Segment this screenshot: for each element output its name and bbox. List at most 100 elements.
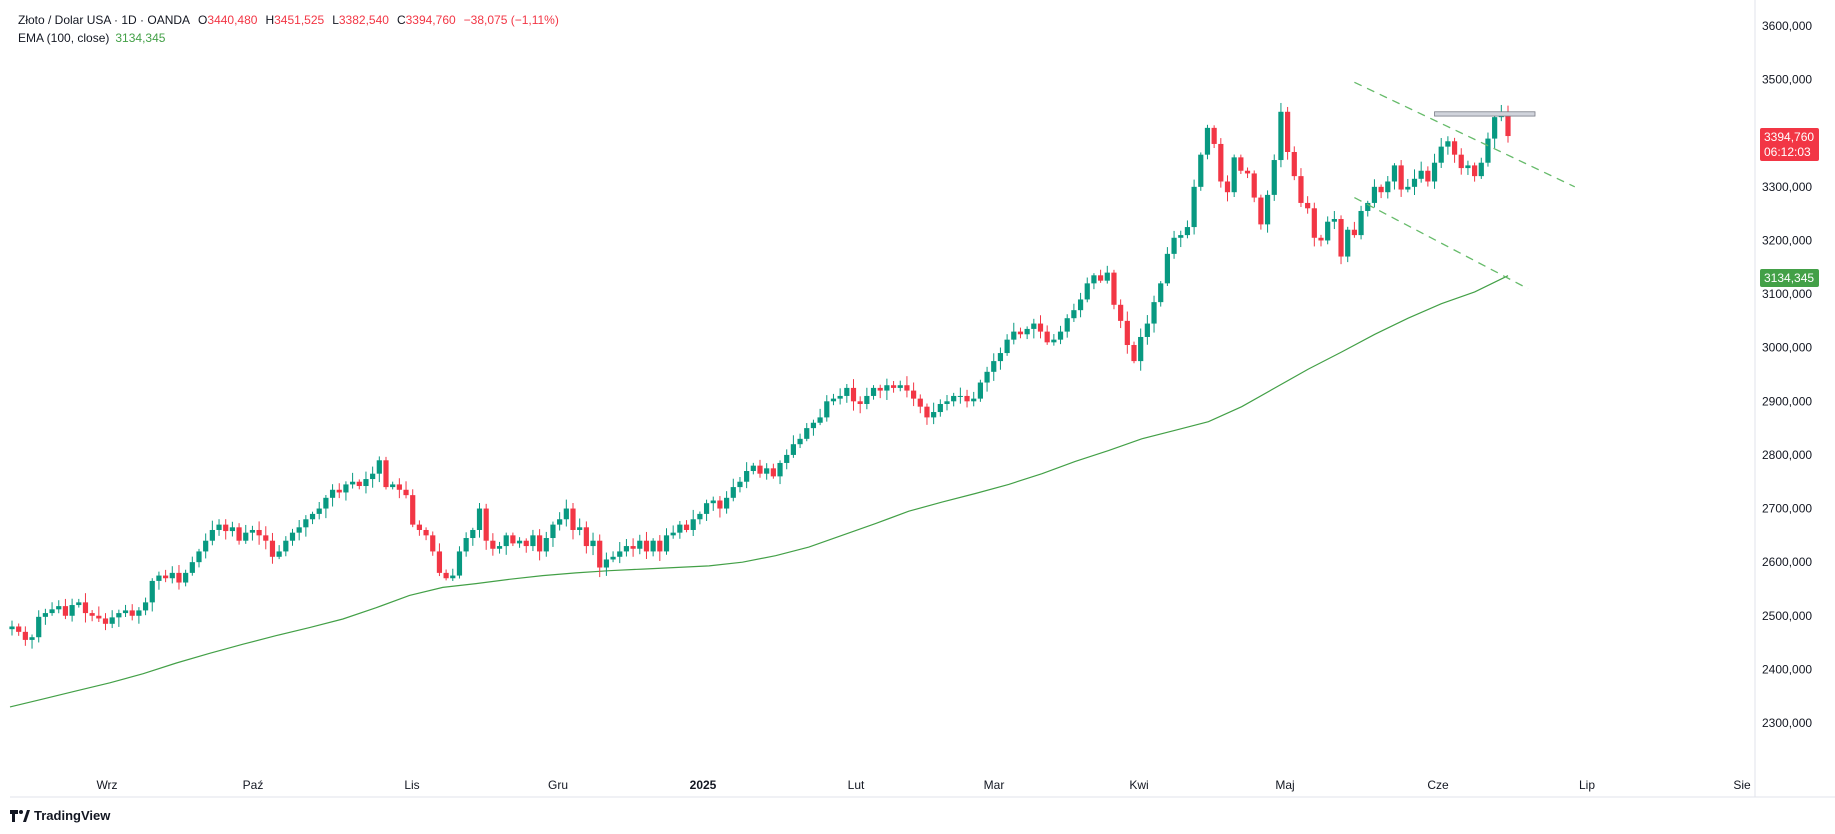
symbol-legend-row[interactable]: Złoto / Dolar USA · 1D · OANDA O 3440,480…	[18, 11, 559, 29]
candle-body	[570, 508, 576, 530]
candle-body	[403, 489, 409, 496]
candle-body	[1492, 117, 1498, 139]
upper-trendline[interactable]	[1354, 81, 1576, 188]
candle-body	[703, 503, 710, 514]
candle-body	[757, 465, 763, 474]
time-tick-label: Wrz	[96, 778, 117, 792]
candle-body	[1171, 237, 1177, 254]
candle-body	[737, 481, 743, 488]
candle-body	[904, 385, 910, 391]
candle-body	[350, 481, 356, 485]
candle-body	[1485, 138, 1491, 163]
candle-body	[336, 489, 342, 493]
open-label: O	[198, 13, 208, 27]
candle-body	[496, 546, 503, 549]
candle-body	[590, 540, 596, 547]
lower-trendline[interactable]	[1354, 196, 1529, 290]
candle-body	[503, 535, 509, 547]
candle-body	[537, 535, 543, 552]
candle-body	[1311, 208, 1317, 238]
candle-body	[229, 527, 235, 532]
candle-body	[1325, 221, 1331, 241]
candle-body	[289, 532, 296, 541]
candle-body	[483, 508, 489, 541]
brand-name: TradingView	[34, 808, 111, 823]
candle-body	[1418, 170, 1424, 179]
candle-body	[1351, 229, 1357, 236]
candle-body	[837, 395, 843, 399]
candle-body	[1345, 229, 1351, 257]
close-value: 3394,760	[405, 13, 456, 27]
candle-body	[603, 559, 609, 568]
plot-area[interactable]	[0, 0, 1755, 797]
candle-body	[416, 524, 422, 530]
ema-title[interactable]: EMA (100, close)	[18, 31, 110, 45]
candle-body	[697, 513, 703, 520]
candle-body	[663, 535, 670, 552]
price-tick-label: 3200,000	[1762, 233, 1812, 247]
time-axis[interactable]: Wrz Paź Lis Gru 2025 Lut Mar Kwi Maj Cze Lip Sie	[96, 778, 1751, 792]
candle-body	[370, 473, 376, 480]
price-tick-label: 3000,000	[1762, 341, 1812, 355]
candle-body	[657, 540, 663, 552]
drawings-layer[interactable]	[1354, 81, 1576, 290]
ema-legend-row[interactable]: EMA (100, close) 3134,345	[18, 29, 559, 47]
price-tick-label: 2400,000	[1762, 662, 1812, 676]
candle-body	[223, 524, 229, 532]
candle-body	[1398, 165, 1404, 190]
candle-body	[163, 575, 169, 579]
candle-body	[1238, 157, 1244, 171]
time-tick-label: Maj	[1275, 778, 1294, 792]
candle-body	[924, 406, 930, 418]
candle-body	[764, 468, 770, 474]
candle-body	[149, 580, 155, 603]
candle-body	[376, 460, 382, 474]
candle-body	[136, 610, 142, 616]
candle-body	[1472, 165, 1478, 177]
candle-body	[470, 529, 476, 539]
time-tick-label: 2025	[690, 778, 717, 792]
candle-body	[530, 535, 536, 547]
candle-body	[650, 540, 656, 552]
candle-body	[617, 551, 623, 557]
candle-body	[944, 401, 950, 404]
candle-body	[997, 353, 1004, 362]
time-tick-label: Lip	[1579, 778, 1595, 792]
candle-body	[1258, 197, 1264, 225]
candle-body	[1451, 141, 1458, 155]
candle-body	[102, 618, 109, 624]
high-label: H	[265, 13, 275, 27]
candle-body	[1378, 186, 1384, 193]
candle-body	[623, 546, 630, 552]
tradingview-logo[interactable]: TradingView	[10, 808, 110, 823]
ema-price-badge: 3134,345	[1760, 269, 1819, 287]
candle-body	[610, 556, 616, 560]
price-axis[interactable]: 2300,000 2400,000 2500,000 2600,000 2700,000…	[1762, 19, 1812, 730]
candle-body	[390, 484, 396, 488]
candle-body	[1051, 339, 1057, 343]
candle-body	[1365, 202, 1371, 211]
candle-body	[356, 481, 362, 487]
candle-body	[9, 626, 15, 630]
candle-body	[1358, 210, 1364, 236]
time-tick-label: Lis	[404, 778, 419, 792]
symbol-title[interactable]: Złoto / Dolar USA · 1D · OANDA	[18, 13, 191, 27]
candle-body	[1231, 157, 1237, 193]
candle-body	[1338, 219, 1344, 257]
resistance-zone[interactable]	[1434, 111, 1536, 117]
price-tick-label: 3600,000	[1762, 19, 1812, 33]
candle-body	[1077, 299, 1084, 311]
time-tick-label: Lut	[848, 778, 865, 792]
candle-body	[1131, 345, 1137, 362]
candle-body	[877, 387, 883, 391]
candle-body	[1191, 186, 1197, 228]
candle-body	[557, 519, 563, 525]
candle-body	[256, 529, 262, 536]
candle-body	[911, 390, 917, 399]
candle-body	[897, 385, 903, 388]
candle-body	[450, 575, 456, 579]
candle-body	[583, 527, 589, 547]
candle-body	[1198, 154, 1204, 187]
candle-body	[1478, 162, 1484, 177]
